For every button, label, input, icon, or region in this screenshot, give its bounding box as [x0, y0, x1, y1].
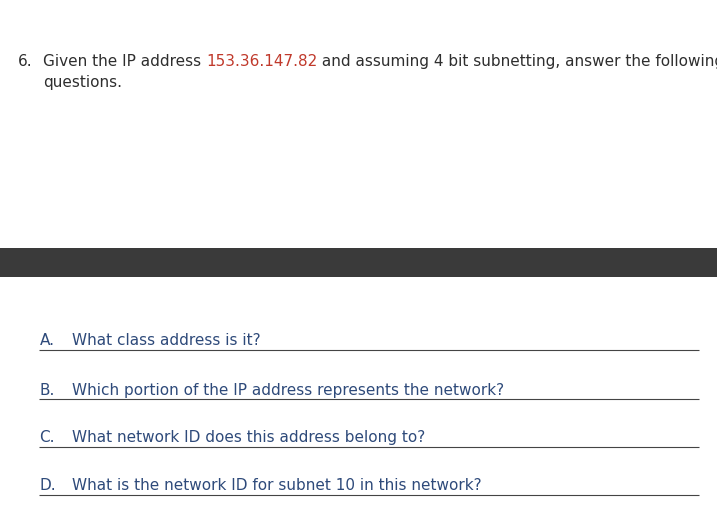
Text: What class address is it?: What class address is it? — [72, 333, 260, 348]
Text: C.: C. — [39, 430, 55, 445]
Text: What network ID does this address belong to?: What network ID does this address belong… — [72, 430, 425, 445]
Text: 6.: 6. — [18, 54, 32, 69]
Text: Given the IP address: Given the IP address — [43, 54, 206, 69]
Text: D.: D. — [39, 478, 56, 493]
Text: What is the network ID for subnet 10 in this network?: What is the network ID for subnet 10 in … — [72, 478, 481, 493]
Text: and assuming 4 bit subnetting, answer the following: and assuming 4 bit subnetting, answer th… — [317, 54, 717, 69]
Text: 153.36.147.82: 153.36.147.82 — [206, 54, 317, 69]
Text: Which portion of the IP address represents the network?: Which portion of the IP address represen… — [72, 383, 504, 398]
Text: B.: B. — [39, 383, 54, 398]
Text: questions.: questions. — [43, 75, 122, 90]
Text: A.: A. — [39, 333, 54, 348]
